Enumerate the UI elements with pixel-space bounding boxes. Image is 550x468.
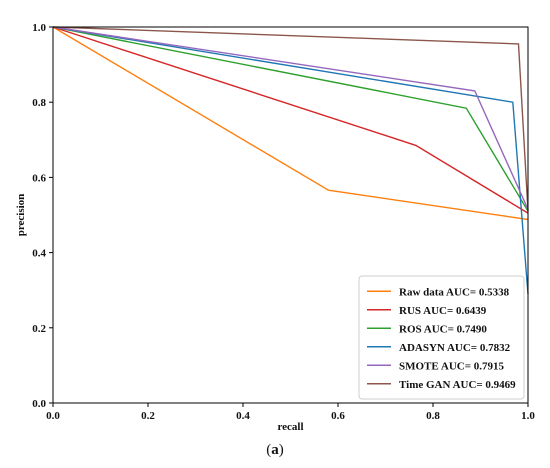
series-line-1	[52, 26, 529, 214]
series-line-3	[52, 26, 529, 295]
y-tick-label-4: 0.8	[32, 97, 46, 109]
x-tick-label-2: 0.4	[236, 410, 250, 422]
legend-entry-0: Raw data AUC= 0.5338	[399, 286, 510, 298]
y-tick-label-5: 1.0	[32, 22, 46, 34]
x-tick-label-3: 0.6	[331, 410, 345, 422]
y-tick-label-0: 0.0	[32, 398, 46, 410]
series-layer	[52, 26, 529, 295]
legend-entry-4: SMOTE AUC= 0.7915	[399, 360, 504, 372]
caption-close-paren: )	[279, 442, 284, 458]
legend-entry-2: ROS AUC= 0.7490	[399, 323, 487, 335]
series-line-4	[52, 26, 529, 210]
y-axis-label: precision	[15, 194, 27, 237]
legend-entry-3: ADASYN AUC= 0.7832	[399, 342, 511, 354]
caption-open-paren: (	[266, 442, 271, 458]
caption-letter: a	[271, 442, 279, 458]
plot-frame	[52, 26, 529, 404]
x-tick-label-1: 0.2	[141, 410, 155, 422]
x-tick-label-4: 0.8	[426, 410, 440, 422]
series-line-0	[52, 26, 529, 221]
legend-entry-5: Time GAN AUC= 0.9469	[399, 379, 516, 391]
figure-caption: (a)	[266, 442, 284, 458]
y-tick-label-1: 0.2	[32, 323, 46, 335]
legend-box	[358, 275, 525, 400]
series-line-5	[52, 26, 529, 212]
ticks-layer: 0.0 0.2 0.4 0.6 0.8 1.0 0.0 0.2 0.4 0.6 0.8 1.0	[32, 22, 535, 422]
y-tick-label-2: 0.4	[32, 248, 46, 260]
x-axis-label: recall	[277, 421, 303, 433]
x-tick-label-0: 0.0	[46, 410, 60, 422]
x-tick-label-5: 1.0	[521, 410, 535, 422]
legend: Raw data AUC= 0.5338 RUS AUC= 0.6439 ROS A…	[358, 275, 525, 400]
legend-entry-1: RUS AUC= 0.6439	[399, 305, 487, 317]
series-line-2	[52, 26, 529, 212]
y-tick-label-3: 0.6	[32, 172, 46, 184]
